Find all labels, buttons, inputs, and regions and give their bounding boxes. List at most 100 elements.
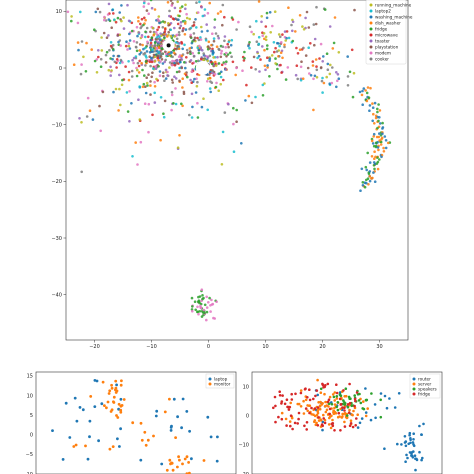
data-point (263, 64, 267, 68)
data-point (214, 32, 218, 35)
data-point (196, 305, 199, 309)
data-point (209, 310, 212, 313)
data-point (376, 160, 380, 164)
data-point (334, 412, 338, 415)
legend-marker (208, 382, 212, 386)
data-point (404, 444, 408, 448)
data-point (189, 33, 192, 37)
data-point (136, 34, 139, 38)
data-point (134, 45, 138, 49)
data-point (175, 47, 178, 51)
data-point (205, 23, 208, 26)
data-point (202, 308, 206, 312)
data-point (200, 25, 203, 29)
data-point (315, 65, 318, 68)
data-point (321, 424, 325, 428)
data-point (74, 443, 78, 447)
data-point (330, 402, 334, 406)
data-point (369, 86, 372, 90)
data-point (153, 41, 157, 44)
data-point (315, 76, 319, 79)
data-point (351, 95, 355, 99)
data-point (201, 294, 204, 297)
data-point (412, 438, 415, 441)
data-point (250, 30, 253, 34)
data-point (410, 454, 413, 457)
data-point (151, 71, 154, 74)
data-point (396, 442, 399, 446)
legend-label: microwave (375, 33, 398, 38)
data-point (146, 40, 149, 44)
data-point (111, 43, 115, 47)
data-point (97, 49, 100, 52)
data-point (149, 64, 152, 68)
data-point (136, 163, 139, 166)
data-point (108, 447, 112, 451)
data-point (370, 155, 374, 158)
data-point (295, 64, 299, 67)
data-point (138, 49, 142, 52)
data-point (223, 15, 226, 19)
data-point (327, 423, 331, 426)
data-point (142, 5, 146, 8)
data-point (304, 398, 308, 402)
data-point (153, 85, 157, 88)
data-point (228, 51, 232, 55)
data-point (320, 79, 324, 83)
data-point (353, 397, 357, 401)
data-point (301, 77, 305, 80)
data-point (368, 109, 371, 112)
data-point (364, 414, 368, 418)
data-point (115, 66, 118, 69)
data-point (319, 42, 323, 46)
data-point (82, 55, 85, 59)
data-point (139, 51, 143, 54)
data-point (363, 185, 367, 189)
data-point (368, 161, 372, 164)
data-point (144, 85, 147, 88)
data-point (376, 107, 379, 111)
data-point (290, 416, 294, 420)
data-point (365, 168, 369, 172)
data-point (105, 406, 108, 410)
data-point (314, 58, 318, 61)
data-point (373, 403, 377, 406)
data-point (88, 419, 92, 423)
data-point (263, 48, 266, 52)
data-point (211, 49, 215, 53)
data-point (383, 447, 386, 451)
data-point (102, 31, 106, 35)
data-point (287, 408, 291, 411)
data-point (321, 60, 325, 63)
data-point (210, 43, 213, 47)
data-point (316, 393, 320, 397)
data-point (224, 62, 227, 66)
data-point (256, 56, 259, 60)
data-point (315, 421, 318, 425)
data-point (199, 36, 202, 39)
data-point (301, 25, 304, 28)
data-point (223, 35, 227, 38)
data-point (377, 103, 380, 106)
data-point (143, 74, 146, 77)
data-point (188, 429, 192, 433)
data-point (215, 45, 219, 48)
data-point (254, 19, 258, 23)
data-point (151, 50, 154, 53)
data-point (209, 304, 212, 307)
y-tick-label: 15 (27, 374, 33, 380)
data-point (130, 69, 134, 73)
data-point (335, 397, 339, 400)
data-point (114, 379, 118, 383)
data-point (322, 413, 325, 417)
data-point (374, 141, 378, 145)
data-point (195, 1, 198, 4)
data-point (77, 48, 80, 52)
data-point (211, 32, 214, 35)
data-point (367, 183, 370, 186)
data-point (107, 68, 111, 72)
data-point (358, 421, 362, 425)
data-point (179, 6, 182, 10)
data-point (160, 58, 164, 61)
data-point (158, 35, 161, 38)
